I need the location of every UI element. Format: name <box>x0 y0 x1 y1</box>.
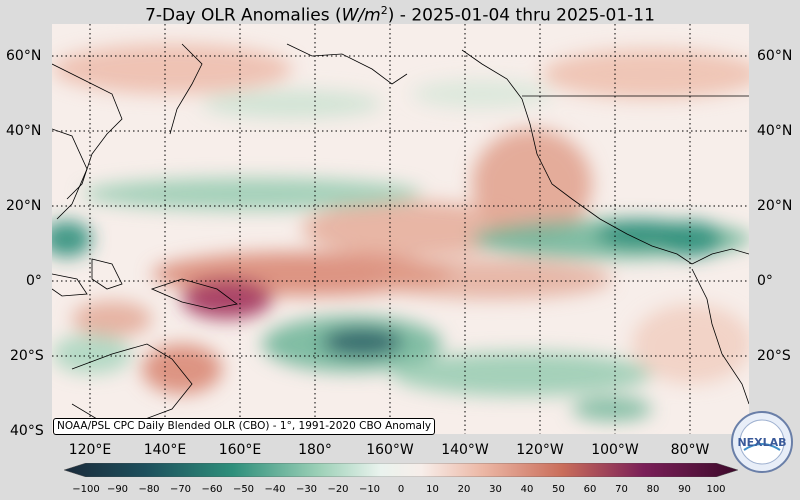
title-unit: W/m <box>341 5 381 26</box>
lat-label-40n-right: 40°N <box>757 123 793 139</box>
lat-label-40n-left: 40°N <box>6 123 42 139</box>
olr-anomaly-map <box>52 24 749 434</box>
lon-label-160w: 160°W <box>366 442 414 458</box>
lon-label-140w: 140°W <box>441 442 489 458</box>
logo-text: NEXLAB <box>737 436 786 449</box>
lon-label-100w: 100°W <box>591 442 639 458</box>
colorbar <box>64 463 738 477</box>
lat-label-20n-right: 20°N <box>757 198 793 214</box>
colorbar-tick-label: 70 <box>615 484 628 495</box>
colorbar-tick-label: −20 <box>327 484 349 495</box>
map-title: 7-Day OLR Anomalies (W/m2) - 2025-01-04 … <box>145 4 655 26</box>
colorbar-tick-label: −70 <box>169 484 192 495</box>
colorbar-tick-label: 60 <box>583 484 597 495</box>
colorbar-tick-label: −30 <box>295 484 318 495</box>
colorbar-tick-label: 0 <box>397 484 405 495</box>
colorbar-tick-label: −90 <box>106 484 129 495</box>
nexlab-logo: NEXLAB <box>731 411 793 473</box>
lon-label-180: 180° <box>298 442 332 458</box>
graticule <box>52 24 749 434</box>
anomaly-field <box>52 44 749 421</box>
lat-label-20s-left: 20°S <box>10 348 44 364</box>
colorbar-tick-label: 10 <box>426 484 439 495</box>
lon-label-140e: 140°E <box>143 442 187 458</box>
lat-label-60n-left: 60°N <box>6 48 42 64</box>
lat-label-20n-left: 20°N <box>6 198 42 214</box>
title-unit-superscript: 2 <box>380 4 388 17</box>
colorbar-tick-label: 30 <box>489 484 502 495</box>
colorbar-tick-label: −60 <box>201 484 223 495</box>
lon-label-160e: 160°E <box>218 442 262 458</box>
lat-label-60n-right: 60°N <box>757 48 793 64</box>
lon-label-80w: 80°W <box>670 442 710 458</box>
lon-label-120e: 120°E <box>68 442 112 458</box>
colorbar-tick-label: 90 <box>678 484 691 495</box>
colorbar-tick-label: −100 <box>72 484 100 495</box>
data-source-credit: NOAA/PSL CPC Daily Blended OLR (CBO) - 1… <box>53 418 436 435</box>
lat-label-0-right: 0° <box>757 273 773 289</box>
lat-label-20s-right: 20°S <box>757 348 791 364</box>
lon-label-120w: 120°W <box>516 442 564 458</box>
colorbar-tick-label: 20 <box>457 484 471 495</box>
colorbar-tick-label: 40 <box>520 484 534 495</box>
lat-label-0-left: 0° <box>26 273 42 289</box>
coastlines <box>52 43 749 425</box>
colorbar-tick-label: −80 <box>138 484 160 495</box>
colorbar-tick-label: 80 <box>646 484 660 495</box>
colorbar-tick-label: −10 <box>358 484 381 495</box>
colorbar-tick-label: 100 <box>706 484 726 495</box>
lat-label-40s-left: 40°S <box>10 423 44 439</box>
colorbar-tick-label: 50 <box>552 484 565 495</box>
colorbar-tick-label: −50 <box>232 484 255 495</box>
colorbar-tick-label: −40 <box>264 484 286 495</box>
